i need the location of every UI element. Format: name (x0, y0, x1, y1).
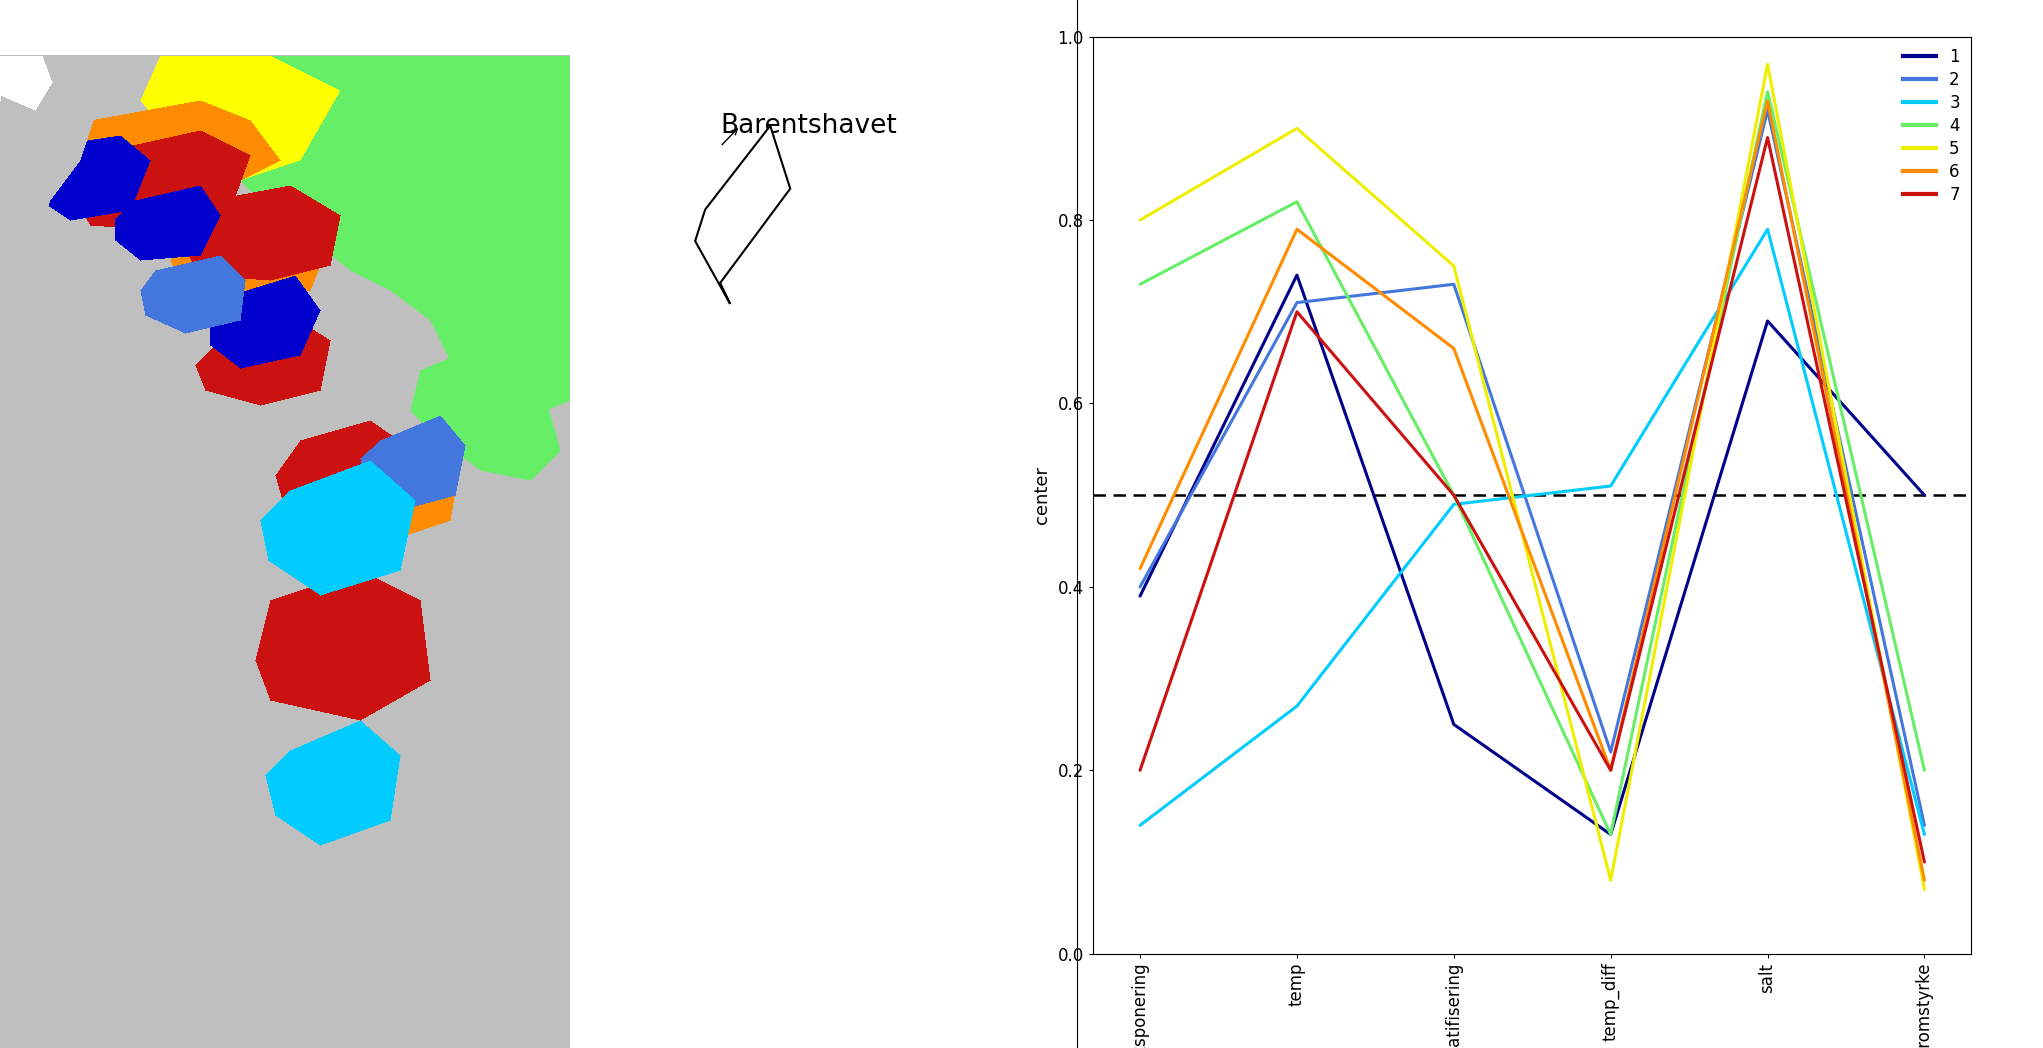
Text: Barentshavet: Barentshavet (721, 113, 897, 138)
6 (1912, 874, 1937, 887)
Line: 7: 7 (1140, 137, 1925, 861)
3 (1755, 223, 1779, 236)
4 (1598, 828, 1622, 840)
5 (1755, 58, 1779, 70)
7 (1598, 764, 1622, 777)
3 (1598, 480, 1622, 493)
Line: 2: 2 (1140, 110, 1925, 826)
4 (1912, 764, 1937, 777)
1 (1442, 718, 1467, 730)
Line: 4: 4 (1140, 92, 1925, 834)
5 (1442, 260, 1467, 272)
1 (1755, 314, 1779, 327)
7 (1285, 306, 1310, 319)
Text: N: N (733, 181, 746, 196)
2 (1442, 278, 1467, 290)
5 (1598, 874, 1622, 887)
1 (1912, 488, 1937, 502)
6 (1755, 94, 1779, 107)
4 (1755, 86, 1779, 99)
3 (1912, 828, 1937, 840)
Line: 3: 3 (1140, 230, 1925, 834)
Legend: 1, 2, 3, 4, 5, 6, 7: 1, 2, 3, 4, 5, 6, 7 (1896, 42, 1967, 211)
6 (1285, 223, 1310, 236)
3 (1442, 498, 1467, 510)
Line: 1: 1 (1140, 275, 1925, 834)
1 (1598, 828, 1622, 840)
6 (1128, 562, 1152, 574)
3 (1285, 700, 1310, 713)
1 (1128, 590, 1152, 603)
5 (1912, 883, 1937, 896)
6 (1598, 764, 1622, 777)
Line: 5: 5 (1140, 64, 1925, 890)
Polygon shape (695, 126, 791, 304)
4 (1442, 488, 1467, 502)
6 (1442, 342, 1467, 354)
7 (1755, 131, 1779, 144)
2 (1598, 746, 1622, 759)
Line: 6: 6 (1140, 101, 1925, 880)
7 (1128, 764, 1152, 777)
5 (1128, 214, 1152, 226)
7 (1442, 488, 1467, 502)
1 (1285, 268, 1310, 281)
2 (1285, 297, 1310, 309)
3 (1128, 820, 1152, 832)
Y-axis label: center: center (1032, 466, 1050, 524)
2 (1912, 820, 1937, 832)
2 (1128, 581, 1152, 593)
2 (1755, 104, 1779, 116)
4 (1285, 195, 1310, 208)
4 (1128, 278, 1152, 290)
7 (1912, 855, 1937, 868)
5 (1285, 122, 1310, 134)
